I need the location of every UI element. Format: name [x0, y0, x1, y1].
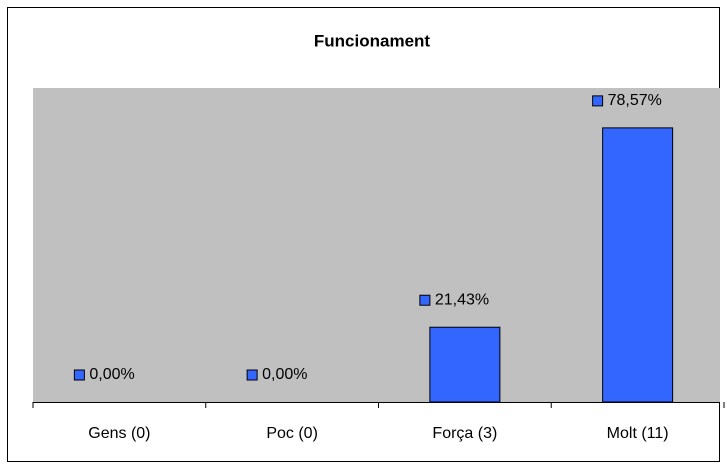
x-tick-label: Poc (0) — [266, 425, 318, 442]
data-label: 0,00% — [89, 366, 134, 383]
label-key — [246, 369, 258, 381]
bar — [429, 326, 501, 403]
label-key — [592, 95, 604, 107]
label-key — [73, 369, 85, 381]
data-label: 21,43% — [435, 291, 489, 308]
data-label: 78,57% — [608, 92, 662, 109]
x-tick-label: Gens (0) — [88, 425, 150, 442]
chart-title: Funcionament — [314, 31, 431, 50]
x-tick-label: Molt (11) — [607, 425, 669, 442]
label-key — [419, 294, 431, 306]
x-tick-label: Força (3) — [432, 425, 497, 442]
bar — [602, 127, 674, 403]
data-label: 0,00% — [262, 366, 307, 383]
